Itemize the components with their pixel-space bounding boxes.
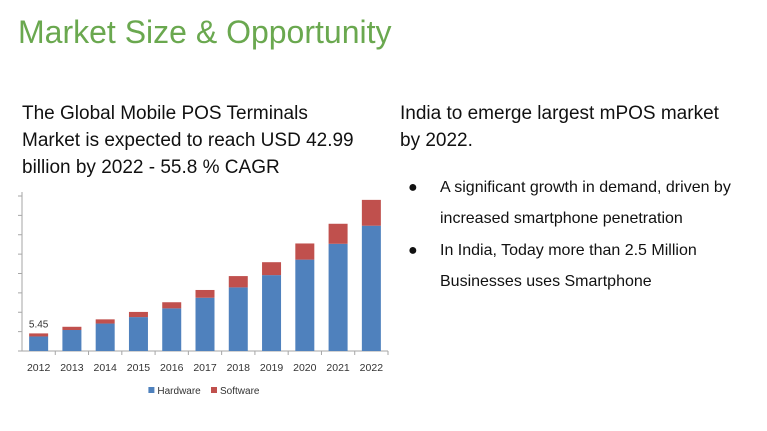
right-headline: India to emerge largest mPOS market by 2… (400, 100, 760, 154)
x-tick-label: 2015 (127, 362, 151, 374)
left-headline-line: billion by 2022 - 55.8 % CAGR (22, 157, 280, 178)
bar-hardware (228, 287, 248, 351)
x-tick-label: 2018 (227, 362, 251, 374)
bullet-text: A significant growth in demand, driven b… (440, 179, 731, 227)
x-tick-label: 2020 (293, 362, 317, 374)
x-tick-label: 2012 (27, 362, 51, 374)
bar-hardware (128, 317, 148, 351)
slide-title: Market Size & Opportunity (18, 14, 392, 50)
bar-software (262, 262, 282, 276)
x-tick-label: 2016 (160, 362, 184, 374)
x-tick-label: 2022 (360, 362, 384, 374)
bullet-list: ● A significant growth in demand, driven… (400, 172, 760, 298)
bar-hardware (328, 243, 348, 351)
x-tick-label: 2014 (94, 362, 118, 374)
left-headline-line: Market is expected to reach USD 42.99 (22, 130, 354, 151)
x-tick-label: 2021 (326, 362, 350, 374)
bar-hardware (29, 336, 49, 351)
bar-software (228, 276, 248, 288)
bar-hardware (361, 225, 381, 351)
bar-software (328, 223, 348, 244)
bar-software (29, 333, 49, 337)
bar-hardware (162, 308, 182, 351)
left-headline: The Global Mobile POS Terminals Market i… (22, 100, 392, 181)
right-headline-line: India to emerge largest mPOS market (400, 103, 719, 124)
right-headline-line: by 2022. (400, 130, 473, 151)
legend-label: Software (220, 386, 260, 397)
bar-hardware (62, 330, 82, 351)
data-label: 5.45 (29, 319, 49, 330)
left-headline-line: The Global Mobile POS Terminals (22, 103, 308, 124)
legend-label: Hardware (157, 386, 201, 397)
legend-swatch (148, 387, 155, 393)
bar-hardware (95, 323, 115, 351)
legend-swatch (211, 387, 217, 393)
bar-software (361, 199, 381, 226)
stacked-bar-chart: 2012 2013 2014 2015 2016 2017 2018 2019 2020 2021… (18, 192, 389, 397)
chart-container: 2012 2013 2014 2015 2016 2017 2018 2019 2020 2021… (10, 188, 395, 418)
bullet-dot-icon: ● (408, 179, 418, 196)
bullet-item: ● In India, Today more than 2.5 Million … (400, 235, 760, 297)
bar-software (95, 319, 115, 324)
bullet-text: In India, Today more than 2.5 Million Bu… (440, 242, 697, 290)
bullet-item: ● A significant growth in demand, driven… (400, 172, 760, 234)
x-tick-label: 2013 (60, 362, 84, 374)
bar-software (62, 326, 82, 331)
bar-hardware (195, 297, 215, 351)
bar-software (195, 289, 215, 298)
bar-hardware (262, 275, 282, 351)
x-tick-label: 2017 (193, 362, 217, 374)
bar-hardware (295, 259, 315, 351)
bar-software (162, 302, 182, 309)
bar-software (128, 311, 148, 318)
x-tick-label: 2019 (260, 362, 284, 374)
bar-software (295, 243, 315, 260)
bullet-dot-icon: ● (408, 242, 418, 259)
